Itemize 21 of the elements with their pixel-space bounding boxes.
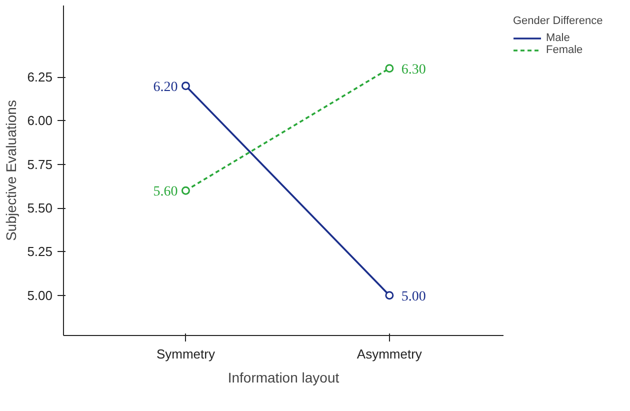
legend-label: Female xyxy=(546,44,583,56)
y-tick-label: 5.25 xyxy=(27,244,53,260)
data-label: 6.20 xyxy=(153,80,178,95)
point xyxy=(385,64,394,73)
x-tick-label: Symmetry xyxy=(156,346,216,362)
x-tick-label: Asymmetry xyxy=(356,346,422,362)
legend-label: Male xyxy=(546,32,570,44)
data-label: 5.00 xyxy=(401,289,426,304)
x-axis-title: Information layout xyxy=(228,370,340,386)
point xyxy=(181,82,190,90)
y-tick-label: 6.25 xyxy=(27,70,53,85)
data-label: 5.60 xyxy=(153,184,178,200)
y-tick-label: 5.50 xyxy=(27,200,53,216)
y-tick-label: 6.00 xyxy=(27,113,53,128)
y-tick-label: 5.00 xyxy=(27,288,53,303)
y-axis-title: Subjective Evaluations xyxy=(3,100,20,241)
point xyxy=(385,291,394,300)
legend-title: Gender Difference xyxy=(513,15,603,27)
data-label: 6.30 xyxy=(401,62,426,78)
y-tick-label: 5.75 xyxy=(27,156,53,172)
point xyxy=(181,186,190,195)
